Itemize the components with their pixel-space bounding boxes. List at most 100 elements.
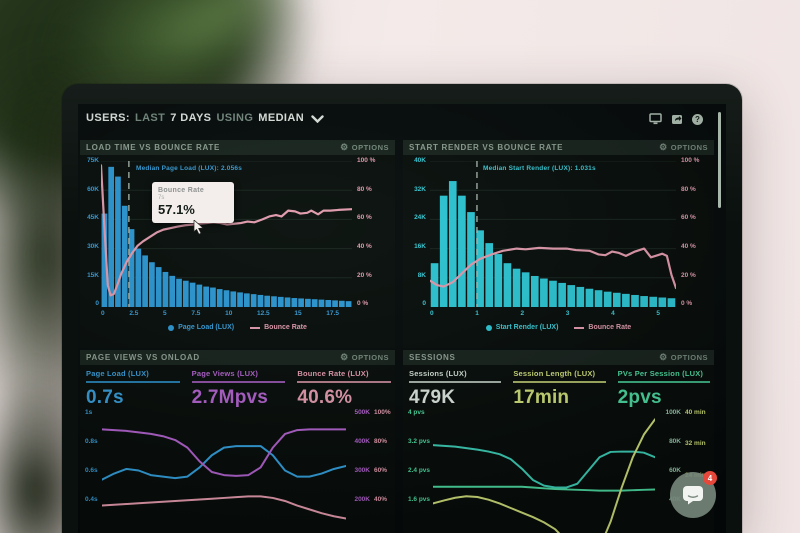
- y-axis-right: 100 % 80 % 60 % 40 % 20 % 0 %: [681, 157, 711, 308]
- start-render-histogram[interactable]: [430, 161, 676, 307]
- x-axis: 0 1 2 3 4 5: [430, 310, 660, 318]
- export-icon[interactable]: [670, 113, 683, 125]
- axis-label: 300K: [354, 467, 370, 475]
- options-label: OPTIONS: [351, 143, 389, 152]
- display-icon[interactable]: [649, 113, 662, 125]
- axis-label: 5: [656, 310, 660, 317]
- options-button[interactable]: ⚙ OPTIONS: [340, 352, 389, 363]
- options-label: OPTIONS: [670, 353, 708, 362]
- laptop: USERS: LAST 7 DAYS USING MEDIAN ?: [62, 84, 742, 533]
- options-button[interactable]: ⚙ OPTIONS: [340, 142, 389, 153]
- metric-pvs-per-session: PVs Per Session (LUX) 2pvs: [617, 369, 710, 409]
- axis-label: 0: [101, 310, 105, 317]
- metric-bounce-rate: Bounce Rate (LUX) 40.6%: [297, 369, 392, 409]
- axis-label: 30K: [87, 243, 99, 251]
- panel-header: START RENDER VS BOUNCE RATE ⚙ OPTIONS: [403, 140, 714, 155]
- x-axis: 0 2.5 5 7.5 10 12.5 15 17.5: [101, 310, 339, 318]
- axis-label: 60K: [87, 185, 99, 193]
- y-axis-right-pageviews: 500K 400K 300K 200K: [348, 409, 370, 504]
- axis-label: 17.5: [326, 310, 339, 317]
- y-axis-left: 40K 32K 24K 16K 8K 0: [406, 157, 426, 308]
- metric-underline: [513, 381, 606, 383]
- legend-bounce-rate[interactable]: Bounce Rate: [250, 324, 307, 331]
- axis-label: 3: [565, 310, 570, 317]
- panel-header: SESSIONS ⚙ OPTIONS: [403, 350, 714, 365]
- axis-label: 0.4s: [85, 496, 98, 504]
- axis-label: 4 pvs: [408, 409, 425, 416]
- panel-title: START RENDER VS BOUNCE RATE: [409, 143, 564, 152]
- metric-underline: [617, 381, 710, 383]
- title-users: USERS:: [86, 112, 130, 124]
- chart-legend: Page Load (LUX) Bounce Rate: [80, 324, 395, 331]
- axis-label: 20 %: [681, 271, 696, 279]
- axis-label: 60 %: [681, 214, 696, 222]
- mouse-cursor: [193, 220, 204, 235]
- scrollbar-thumb[interactable]: [718, 112, 721, 208]
- panel-title: SESSIONS: [409, 353, 456, 362]
- chat-bubble-icon: [683, 486, 703, 505]
- axis-label: 80 %: [357, 185, 372, 193]
- options-button[interactable]: ⚙ OPTIONS: [659, 353, 708, 363]
- axis-label: 3.2 pvs: [408, 438, 431, 446]
- panel-sessions: SESSIONS ⚙ OPTIONS Sessions (LUX) 479K S…: [403, 350, 714, 533]
- axis-label: 16K: [414, 243, 426, 251]
- metric-page-views: Page Views (LUX) 2.7Mpvs: [191, 369, 286, 409]
- axis-label: 500K: [354, 409, 370, 416]
- y-axis-left: 4 pvs 3.2 pvs 2.4 pvs 1.6 pvs: [408, 409, 434, 504]
- sessions-chart[interactable]: [433, 408, 655, 533]
- legend-page-load[interactable]: Page Load (LUX): [168, 324, 234, 331]
- axis-label: 1s: [85, 409, 93, 416]
- title-using: USING: [216, 112, 254, 124]
- dashboard-screen: USERS: LAST 7 DAYS USING MEDIAN ?: [78, 104, 726, 533]
- legend-bounce-rate[interactable]: Bounce Rate: [574, 324, 631, 331]
- axis-label: 40 min: [685, 409, 706, 416]
- axis-label: 0: [422, 300, 426, 308]
- panel-start-render-vs-bounce-rate: START RENDER VS BOUNCE RATE ⚙ OPTIONS 40…: [403, 140, 714, 348]
- axis-label: 60%: [374, 467, 388, 475]
- axis-label: 5: [163, 310, 167, 317]
- axis-label: 15K: [87, 271, 99, 279]
- metric-session-length: Session Length (LUX) 17min: [513, 369, 606, 409]
- gear-icon: ⚙: [340, 352, 349, 362]
- dashboard-topbar: USERS: LAST 7 DAYS USING MEDIAN ?: [78, 104, 726, 138]
- axis-label: 100%: [374, 409, 391, 416]
- topbar-icons: ?: [649, 113, 704, 125]
- axis-label: 45K: [87, 214, 99, 222]
- axis-label: 200K: [354, 496, 370, 504]
- median-annotation: Median Page Load (LUX): 2.056s: [136, 165, 243, 172]
- tooltip-title: Bounce Rate: [158, 187, 205, 194]
- axis-label: 0: [95, 300, 99, 308]
- panel-header: PAGE VIEWS VS ONLOAD ⚙ OPTIONS: [80, 350, 395, 365]
- metrics-row: Sessions (LUX) 479K Session Length (LUX)…: [409, 369, 710, 409]
- axis-label: 40 %: [681, 243, 696, 251]
- panel-page-views-vs-onload: PAGE VIEWS VS ONLOAD ⚙ OPTIONS Page Load…: [80, 350, 395, 533]
- axis-label: 80K: [669, 438, 681, 446]
- series-dot-icon: [168, 324, 175, 331]
- chat-widget-button[interactable]: 4: [670, 471, 717, 518]
- axis-label: 60 %: [357, 214, 372, 222]
- axis-label: 4: [611, 310, 615, 317]
- series-line-icon: [574, 326, 585, 329]
- page-views-onload-chart[interactable]: [102, 408, 346, 533]
- axis-label: 12.5: [257, 310, 270, 317]
- series-dot-icon: [485, 324, 492, 331]
- series-line-icon: [250, 326, 261, 329]
- axis-label: 0 %: [357, 300, 369, 308]
- axis-label: 10: [225, 310, 233, 317]
- axis-label: 0 %: [681, 300, 693, 308]
- axis-label: 1.6 pvs: [408, 496, 431, 504]
- legend-start-render[interactable]: Start Render (LUX): [485, 324, 558, 331]
- gear-icon: ⚙: [340, 142, 349, 152]
- axis-label: 0.6s: [85, 467, 98, 475]
- axis-label: 8K: [417, 271, 426, 279]
- axis-label: 40 %: [357, 243, 372, 251]
- title-median: MEDIAN: [258, 112, 305, 124]
- options-button[interactable]: ⚙ OPTIONS: [659, 143, 708, 153]
- options-label: OPTIONS: [670, 143, 708, 152]
- users-timeframe-dropdown[interactable]: USERS: LAST 7 DAYS USING MEDIAN: [86, 112, 324, 124]
- help-icon[interactable]: ?: [691, 113, 704, 125]
- axis-label: 1: [475, 310, 479, 317]
- axis-label: 40K: [414, 157, 426, 164]
- axis-label: 0: [430, 310, 434, 317]
- metric-underline: [86, 381, 180, 383]
